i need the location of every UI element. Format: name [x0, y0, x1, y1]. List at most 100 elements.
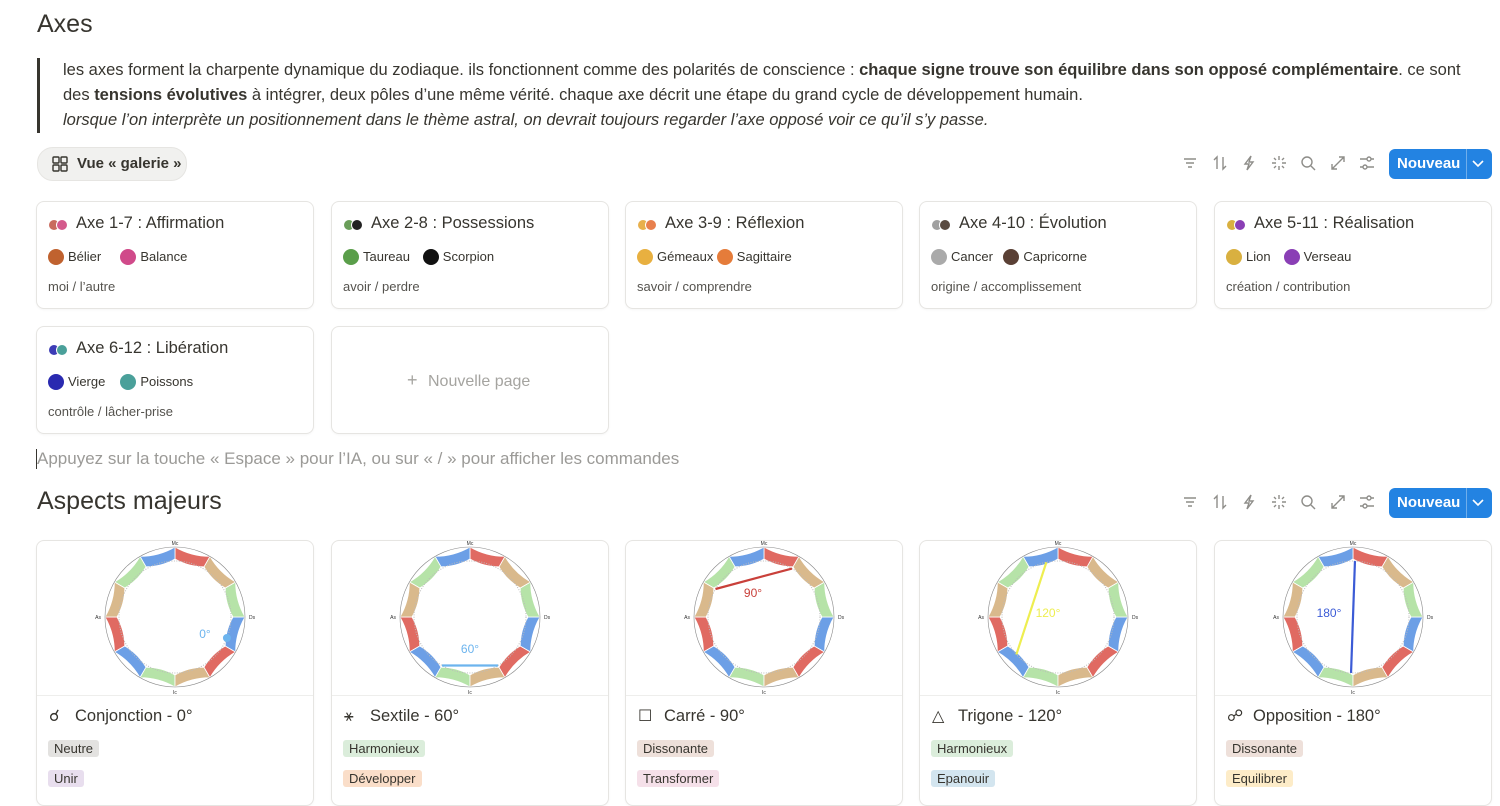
- card-title: Carré - 90°: [664, 707, 745, 725]
- zodiac-wheel: Mc As Ds Ic 0°: [37, 541, 313, 696]
- zodiac-segment: [792, 645, 826, 679]
- search-handle: [1310, 165, 1316, 171]
- quote-text: à intégrer, deux pôles d’une même vérité…: [247, 86, 1083, 104]
- new-button[interactable]: Nouveau: [1389, 488, 1492, 518]
- section-title: Aspects majeurs: [37, 487, 222, 515]
- card-title: Axe 4-10 : Évolution: [959, 214, 1107, 232]
- sign-name: Taureau: [363, 249, 410, 264]
- zodiac-segment: [1352, 546, 1389, 568]
- aspect-angle: 60°: [461, 642, 479, 656]
- quote-italic: lorsque l’on interprète un positionnemen…: [63, 111, 989, 129]
- settings-knob: [1362, 503, 1368, 509]
- search-icon[interactable]: [1301, 495, 1313, 507]
- sign-icon: [716, 249, 733, 265]
- axis-card[interactable]: Axe 3-9 : Réflexion Gémeaux Sagittaire savo…: [625, 201, 903, 309]
- aspect-icon: ☐: [638, 706, 653, 725]
- inner-ring: [118, 560, 232, 674]
- zodiac-segment: [408, 555, 442, 589]
- sign-icon: [120, 374, 137, 390]
- aspect-card[interactable]: Mc As Ds Ic 60° ⚹ Sextile - 60° Harmonieux Dével…: [331, 540, 609, 806]
- aspect-angle: 120°: [1036, 606, 1061, 620]
- wheel-label: As: [95, 615, 101, 621]
- search-handle: [1310, 504, 1316, 510]
- zodiac-segment: [1291, 645, 1325, 679]
- wheel-label: Ic: [1351, 690, 1355, 696]
- outer-ring: [1282, 546, 1424, 688]
- aspect-icon: ☍: [1227, 706, 1244, 725]
- axis-dot: [646, 220, 656, 230]
- wheel-label: Ds: [544, 615, 551, 621]
- sign-name: Poissons: [140, 374, 194, 389]
- filter-icon[interactable]: [1184, 158, 1196, 168]
- zodiac-segment: [469, 546, 506, 568]
- aspect-card[interactable]: Mc As Ds Ic 0° ☌ Conjonction - 0° Neutre Unir: [36, 540, 314, 806]
- zodiac-segment: [702, 645, 736, 679]
- wheel-label: Ic: [762, 690, 766, 696]
- tag: Harmonieux: [931, 740, 1014, 757]
- axis-dot: [57, 345, 67, 355]
- sign-name: Vierge: [68, 374, 106, 389]
- sort-icon[interactable]: [1213, 155, 1227, 171]
- zodiac-wheel: Mc As Ds Ic 60°: [332, 541, 608, 696]
- wheel-label: Ds: [838, 615, 845, 621]
- axis-dot: [638, 220, 648, 230]
- aspect-icon: ☌: [49, 706, 60, 725]
- aspect-card[interactable]: Mc As Ds Ic 120° △ Trigone - 120° Harmonieux Epa…: [919, 540, 1197, 806]
- zodiac-wheel: Mc As Ds Ic 90°: [626, 541, 902, 696]
- sign-name: Verseau: [1303, 249, 1352, 264]
- axis-card[interactable]: Axe 1-7 : Affirmation Bélier Balance moi / …: [36, 201, 314, 309]
- aspect-icon: ⚹: [344, 706, 354, 725]
- ai-icon[interactable]: [1272, 156, 1286, 170]
- quote-text: . ce sont des: [63, 61, 1461, 104]
- zodiac-segment: [996, 645, 1030, 679]
- zodiac-segment: [203, 645, 237, 679]
- zodiac-wheel: Mc As Ds Ic 120°: [920, 541, 1196, 696]
- sort-icon[interactable]: [1213, 494, 1227, 510]
- zodiac-segment: [113, 555, 147, 589]
- automation-icon[interactable]: [1243, 494, 1255, 510]
- zodiac-segment: [763, 666, 800, 688]
- axis-card[interactable]: Axe 5-11 : Réalisation Lion Verseau créatio…: [1214, 201, 1492, 309]
- wheel-label: Mc: [1350, 541, 1357, 547]
- axis-dot: [932, 220, 942, 230]
- aspect-point: [222, 633, 231, 642]
- axis-card[interactable]: Axe 4-10 : Évolution Cancer Capricorne orig…: [919, 201, 1197, 309]
- new-button[interactable]: Nouveau: [1389, 149, 1492, 179]
- view-tab[interactable]: Vue « galerie »: [37, 147, 187, 181]
- card-title: Axe 5-11 : Réalisation: [1254, 214, 1415, 232]
- wheel-label: Mc: [172, 541, 179, 547]
- new-page-card[interactable]: + Nouvelle page: [331, 326, 609, 434]
- axis-card[interactable]: Axe 2-8 : Possessions Taureau Scorpion avoi…: [331, 201, 609, 309]
- axis-dot: [49, 220, 59, 230]
- quote: les axes forment la charpente dynamique …: [37, 58, 1483, 133]
- card-subtitle: avoir / perdre: [343, 279, 420, 294]
- automation-icon[interactable]: [1243, 155, 1255, 171]
- search-icon[interactable]: [1301, 156, 1313, 168]
- wheel-label: Ds: [249, 615, 256, 621]
- aspect-card[interactable]: Mc As Ds Ic 180° ☍ Opposition - 180° Dissonante…: [1214, 540, 1492, 806]
- placeholder-hint[interactable]: Appuyez sur la touche « Espace » pour l’…: [36, 449, 680, 469]
- sign-icon: [422, 249, 439, 265]
- card-title: Conjonction - 0°: [75, 707, 193, 725]
- expand-icon[interactable]: [1331, 495, 1345, 509]
- card-title: Axe 3-9 : Réflexion: [665, 214, 805, 232]
- inner-ring: [1296, 560, 1410, 674]
- card-subtitle: contrôle / lâcher-prise: [48, 404, 173, 419]
- aspect-card[interactable]: Mc As Ds Ic 90° ☐ Carré - 90° Dissonante Transfo…: [625, 540, 903, 806]
- zodiac-segment: [498, 645, 532, 679]
- zodiac-segment: [1057, 666, 1094, 688]
- inner-ring: [707, 560, 821, 674]
- settings-knob: [1366, 156, 1372, 162]
- axis-dot: [344, 220, 354, 230]
- card-title: Opposition - 180°: [1253, 707, 1381, 725]
- axis-card[interactable]: Axe 6-12 : Libération Vierge Poissons contr…: [36, 326, 314, 434]
- ai-icon[interactable]: [1272, 495, 1286, 509]
- sign-name: Scorpion: [442, 249, 495, 264]
- new-button-label: Nouveau: [1397, 494, 1461, 511]
- quote-bold: tensions évolutives: [94, 86, 248, 104]
- axis-dot: [352, 220, 362, 230]
- card-subtitle: savoir / comprendre: [637, 279, 752, 294]
- filter-icon[interactable]: [1184, 497, 1196, 507]
- expand-icon[interactable]: [1331, 156, 1345, 170]
